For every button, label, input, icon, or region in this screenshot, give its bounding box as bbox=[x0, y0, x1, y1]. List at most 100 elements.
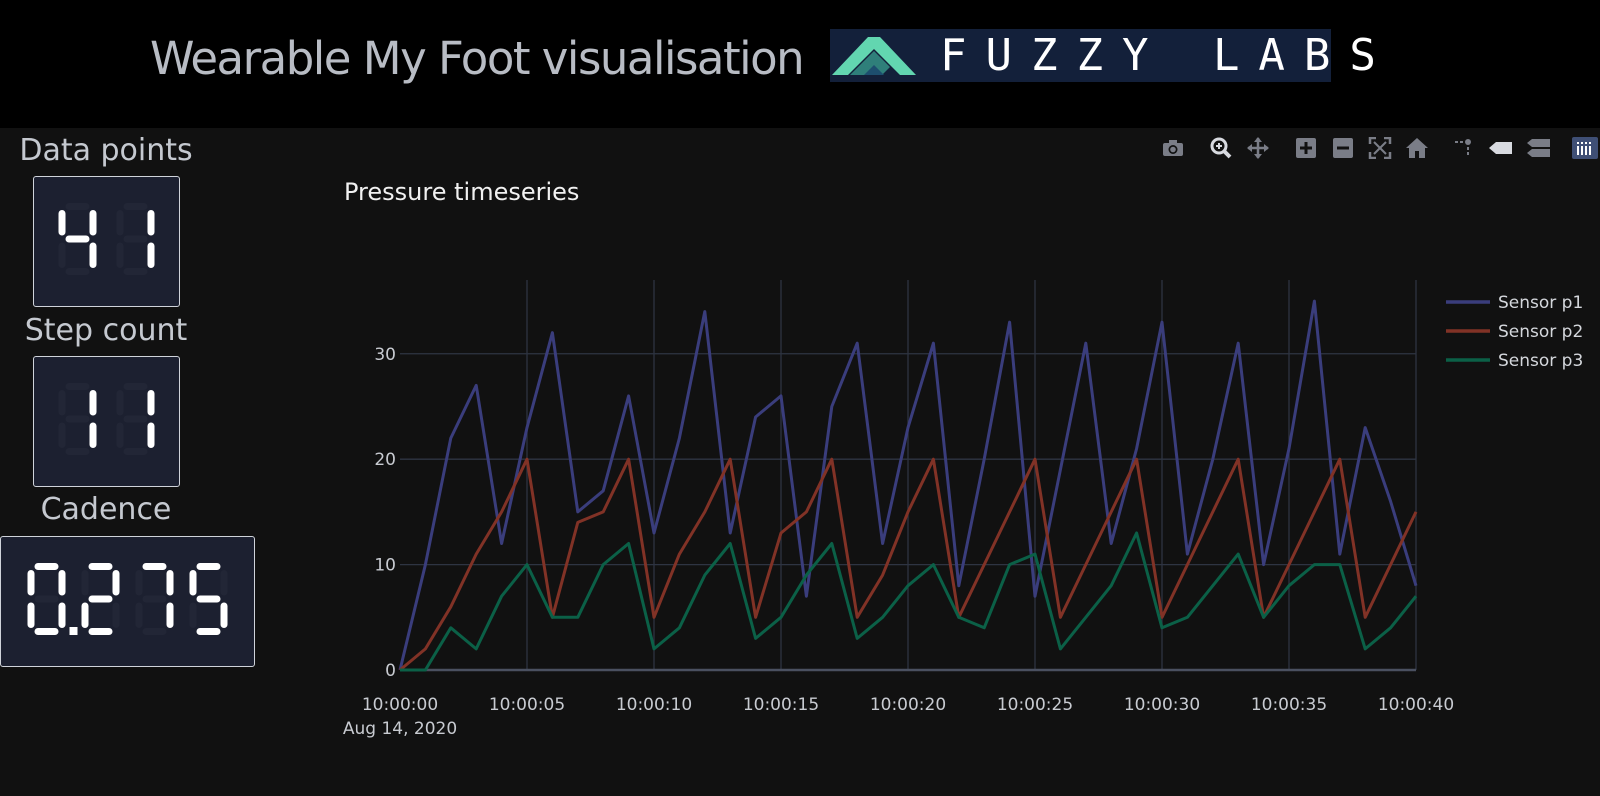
segment-d bbox=[65, 448, 90, 455]
segment-a bbox=[65, 203, 90, 210]
digit-1 bbox=[58, 203, 97, 275]
x-tick-labels: 10:00:00 10:00:05 10:00:10 10:00:15 10:00:20… bbox=[362, 695, 1454, 715]
zoom-icon[interactable] bbox=[1208, 137, 1234, 159]
series-line-sensor-p1[interactable] bbox=[398, 299, 1418, 671]
y-tick-labels: 0 10 20 30 bbox=[374, 345, 396, 681]
segment-b bbox=[147, 210, 155, 236]
segment-g bbox=[34, 595, 59, 603]
digit-3 bbox=[135, 563, 174, 635]
digit-2 bbox=[116, 203, 155, 275]
segment-g bbox=[65, 415, 90, 423]
segment-e bbox=[27, 602, 35, 628]
x-tick-label: 10:00:05 bbox=[489, 695, 565, 715]
segment-c bbox=[166, 602, 174, 628]
segment-c bbox=[89, 242, 97, 268]
segment-e bbox=[81, 602, 89, 628]
decimal-point bbox=[69, 627, 78, 635]
x-tick-label: 10:00:20 bbox=[870, 695, 946, 715]
segment-e bbox=[189, 602, 197, 628]
segment-f bbox=[58, 210, 66, 236]
segment-f bbox=[58, 390, 66, 416]
segment-a bbox=[34, 563, 59, 570]
segment-a bbox=[196, 563, 221, 570]
segment-e bbox=[58, 242, 66, 268]
step-count-label: Step count bbox=[24, 313, 188, 348]
cadence-label: Cadence bbox=[40, 492, 172, 527]
segment-b bbox=[112, 570, 120, 596]
legend-label: Sensor p1 bbox=[1498, 293, 1583, 313]
y-tick-label: 0 bbox=[385, 661, 396, 681]
series-lines bbox=[398, 299, 1418, 672]
plot-modebar bbox=[0, 136, 1600, 160]
segment-f bbox=[81, 570, 89, 596]
app-title: Wearable My Foot visualisation bbox=[150, 32, 805, 85]
legend-item[interactable]: Sensor p2 bbox=[1446, 322, 1583, 342]
segment-f bbox=[189, 570, 197, 596]
x-tick-label: 10:00:35 bbox=[1251, 695, 1327, 715]
autoscale-icon[interactable] bbox=[1367, 136, 1393, 160]
segment-b bbox=[220, 570, 228, 596]
segment-f bbox=[116, 210, 124, 236]
digit-2 bbox=[116, 383, 155, 455]
legend-label: Sensor p2 bbox=[1498, 322, 1583, 342]
segment-f bbox=[116, 390, 124, 416]
zoom-in-icon[interactable] bbox=[1293, 137, 1319, 159]
segment-e bbox=[135, 602, 143, 628]
segment-a bbox=[65, 383, 90, 390]
segment-g bbox=[142, 595, 167, 603]
segment-c bbox=[89, 422, 97, 448]
pan-icon[interactable] bbox=[1245, 137, 1271, 159]
legend: Sensor p1 Sensor p2 Sensor p3 bbox=[1446, 293, 1583, 371]
legend-item[interactable]: Sensor p1 bbox=[1446, 293, 1583, 313]
segment-g bbox=[196, 595, 221, 603]
digit-4 bbox=[189, 563, 228, 635]
step-count-value bbox=[58, 383, 155, 455]
segment-d bbox=[88, 628, 113, 635]
segment-d bbox=[123, 268, 148, 275]
segment-b bbox=[89, 390, 97, 416]
segment-a bbox=[88, 563, 113, 570]
zoom-out-icon[interactable] bbox=[1330, 137, 1356, 159]
step-count-display bbox=[33, 356, 180, 487]
series-line-sensor-p3[interactable] bbox=[400, 531, 1418, 672]
logo-text: FUZZY LABS bbox=[940, 30, 1395, 81]
digit-1 bbox=[27, 563, 66, 635]
x-tick-label: 10:00:25 bbox=[997, 695, 1073, 715]
segment-c bbox=[58, 602, 66, 628]
segment-d bbox=[142, 628, 167, 635]
segment-e bbox=[116, 422, 124, 448]
series-line-sensor-p2[interactable] bbox=[399, 457, 1418, 672]
segment-a bbox=[123, 383, 148, 390]
y-tick-label: 10 bbox=[374, 556, 396, 576]
segment-a bbox=[142, 563, 167, 570]
hover-closest-icon[interactable] bbox=[1488, 137, 1514, 159]
cadence-display bbox=[0, 536, 255, 667]
segment-c bbox=[147, 242, 155, 268]
camera-icon[interactable] bbox=[1160, 137, 1186, 159]
segment-b bbox=[166, 570, 174, 596]
segment-e bbox=[58, 422, 66, 448]
segment-d bbox=[123, 448, 148, 455]
segment-c bbox=[147, 422, 155, 448]
spike-lines-icon[interactable] bbox=[1450, 137, 1476, 159]
legend-item[interactable]: Sensor p3 bbox=[1446, 351, 1583, 371]
data-points-value bbox=[58, 203, 155, 275]
segment-b bbox=[89, 210, 97, 236]
segment-e bbox=[116, 242, 124, 268]
data-points-label: Data points bbox=[19, 133, 193, 168]
segment-d bbox=[196, 628, 221, 635]
home-icon[interactable] bbox=[1404, 137, 1430, 159]
digit-2 bbox=[81, 563, 120, 635]
segment-g bbox=[88, 595, 113, 603]
gridlines bbox=[400, 280, 1417, 670]
segment-b bbox=[58, 570, 66, 596]
hover-compare-icon[interactable] bbox=[1526, 137, 1552, 159]
fuzzy-labs-logo: FUZZY LABS bbox=[830, 29, 1376, 82]
segment-b bbox=[147, 390, 155, 416]
plotly-logo-icon[interactable] bbox=[1572, 137, 1598, 159]
x-tick-label: 10:00:15 bbox=[743, 695, 819, 715]
segment-g bbox=[65, 235, 90, 243]
segment-g bbox=[123, 235, 148, 243]
segment-f bbox=[135, 570, 143, 596]
logo-mark-icon bbox=[832, 37, 916, 75]
